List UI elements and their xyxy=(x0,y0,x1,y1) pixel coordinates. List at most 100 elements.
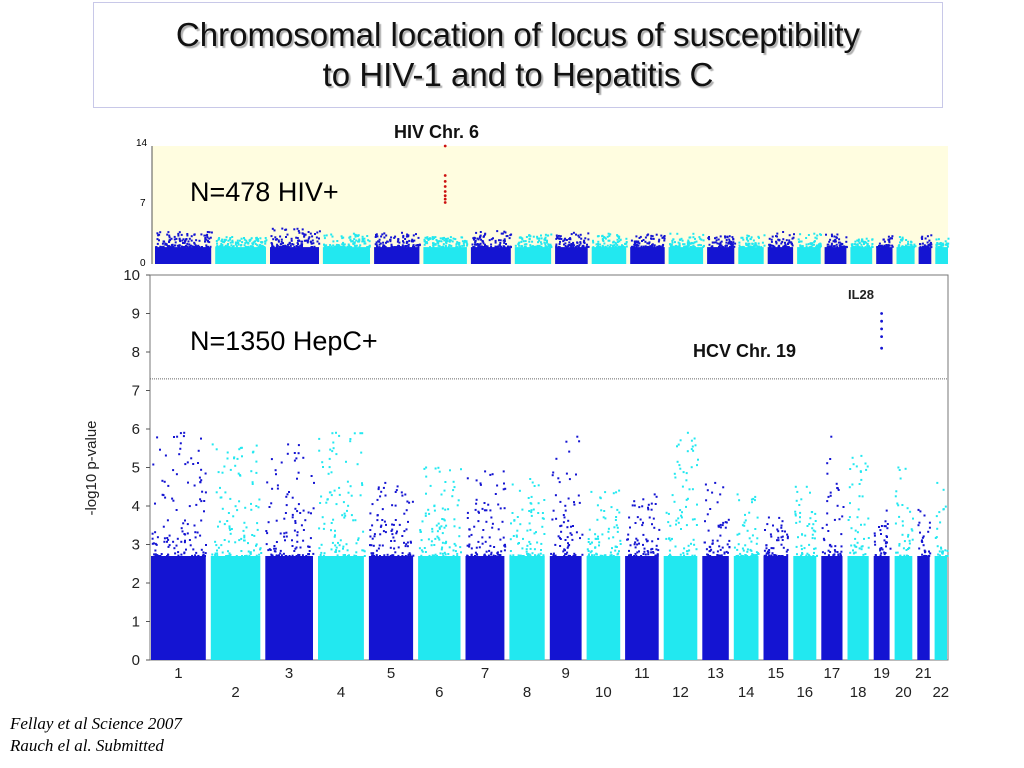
snp-point xyxy=(236,457,239,460)
snp-point xyxy=(382,244,385,247)
snp-point xyxy=(540,549,542,551)
snp-point xyxy=(334,544,337,547)
snp-point xyxy=(420,539,423,542)
snp-point xyxy=(342,241,345,244)
snp-point xyxy=(704,520,706,523)
snp-point xyxy=(540,234,542,237)
snp-point xyxy=(827,554,830,557)
snp-point xyxy=(436,241,439,244)
snp-point xyxy=(690,245,692,248)
snp-point xyxy=(490,245,493,248)
snp-point xyxy=(204,472,207,475)
snp-point xyxy=(885,509,888,512)
snp-point xyxy=(221,507,224,510)
snp-point xyxy=(700,244,703,247)
snp-point xyxy=(503,549,506,552)
snp-point xyxy=(586,548,589,551)
snp-point xyxy=(384,494,387,497)
snp-point xyxy=(465,244,468,247)
snp-point xyxy=(503,544,506,547)
snp-point xyxy=(291,243,294,245)
snp-point xyxy=(381,233,384,236)
snp-point xyxy=(766,523,769,526)
snp-point xyxy=(845,236,848,239)
snp-point xyxy=(581,245,584,248)
snp-point xyxy=(780,242,783,245)
snp-point xyxy=(938,511,941,514)
snp-point xyxy=(546,246,549,249)
snp-point xyxy=(661,246,664,249)
snp-point xyxy=(747,242,750,245)
snp-point xyxy=(377,240,380,243)
snp-point xyxy=(255,460,258,463)
snp-point xyxy=(265,239,268,242)
snp-point xyxy=(710,548,713,551)
snp-point xyxy=(348,244,351,247)
snp-point xyxy=(167,545,170,548)
snp-point xyxy=(200,468,203,471)
snp-point xyxy=(483,553,486,556)
snp-point xyxy=(658,245,660,248)
snp-point xyxy=(778,245,781,248)
snp-point xyxy=(785,239,788,242)
snp-point xyxy=(209,245,212,248)
snp-point xyxy=(826,245,829,248)
snp-point xyxy=(518,244,521,247)
snp-point xyxy=(634,552,637,555)
snp-point xyxy=(854,537,857,540)
snp-point xyxy=(650,508,653,511)
snp-point xyxy=(650,548,653,551)
snp-point xyxy=(156,536,159,539)
snp-point xyxy=(781,520,784,523)
snp-point xyxy=(679,553,682,556)
snp-point xyxy=(648,516,651,519)
snp-point xyxy=(599,243,602,246)
snp-point xyxy=(407,555,410,557)
snp-point xyxy=(644,553,647,556)
snp-point xyxy=(391,533,394,536)
snp-point xyxy=(936,527,939,530)
snp-point xyxy=(406,541,409,544)
snp-point xyxy=(797,536,799,539)
snp-point xyxy=(440,240,443,243)
snp-point xyxy=(640,246,643,248)
snp-point xyxy=(567,545,570,548)
snp-point xyxy=(497,553,500,556)
snp-point xyxy=(482,246,485,249)
hiv-sample-annotation: N=478 HIV+ xyxy=(190,177,339,207)
snp-point xyxy=(308,545,311,548)
snp-point xyxy=(787,246,790,249)
snp-point xyxy=(777,530,780,533)
snp-point xyxy=(840,550,843,553)
snp-point xyxy=(376,514,379,517)
snp-point xyxy=(224,244,227,247)
snp-point xyxy=(588,553,590,556)
snp-point xyxy=(886,523,889,525)
snp-point xyxy=(684,245,687,248)
snp-point xyxy=(243,244,246,247)
snp-point xyxy=(168,544,171,547)
snp-point xyxy=(354,235,357,238)
snp-point xyxy=(452,554,455,557)
snp-point xyxy=(407,243,410,246)
snp-point xyxy=(555,517,558,520)
snp-point xyxy=(202,551,205,554)
snp-point xyxy=(529,547,532,550)
snp-point xyxy=(886,536,888,538)
snp-point xyxy=(232,245,235,248)
snp-point xyxy=(499,538,502,541)
snp-point xyxy=(885,545,887,548)
snp-point xyxy=(229,241,232,244)
snp-point xyxy=(790,242,793,245)
snp-point xyxy=(285,555,288,557)
snp-point xyxy=(318,449,321,452)
snp-point xyxy=(755,244,758,247)
snp-point xyxy=(339,246,342,249)
snp-point xyxy=(546,239,548,242)
snp-point xyxy=(395,246,398,249)
snp-point xyxy=(619,238,622,241)
snp-point xyxy=(705,548,708,551)
snp-point xyxy=(238,539,241,542)
snp-point xyxy=(579,242,582,245)
snp-point xyxy=(468,545,471,548)
